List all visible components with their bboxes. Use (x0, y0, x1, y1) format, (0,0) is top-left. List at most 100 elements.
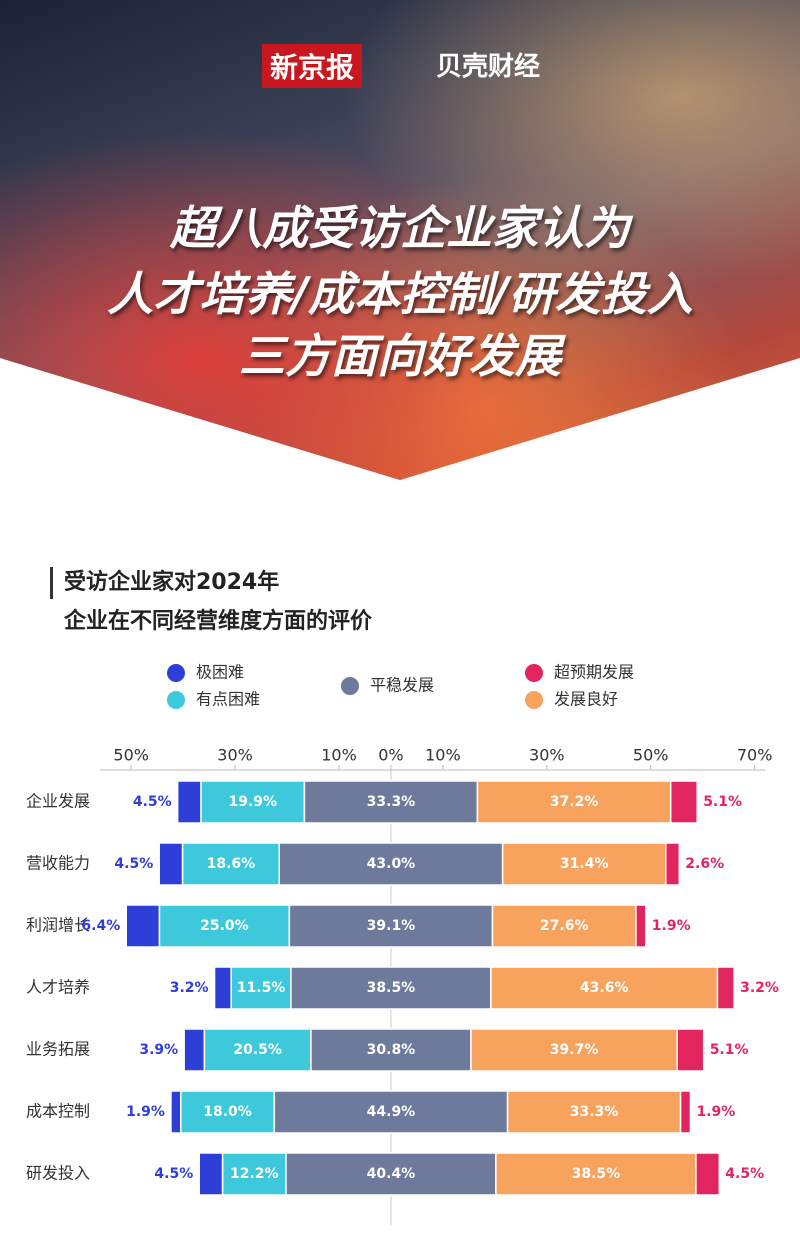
bar-segment (506, 1090, 682, 1134)
x-tick-label: 10% (425, 746, 461, 765)
bar-segment (273, 1090, 509, 1134)
data-label: 43.6% (580, 980, 629, 996)
category-label: 研发投入 (26, 1164, 90, 1183)
category-label: 企业发展 (26, 792, 90, 811)
data-label: 38.5% (572, 1166, 621, 1182)
data-label: 4.5% (154, 1166, 193, 1182)
bar-segment (676, 1028, 705, 1072)
category-label: 业务拓展 (26, 1040, 90, 1059)
data-label: 4.5% (725, 1166, 764, 1182)
bar-segment (470, 1028, 678, 1072)
bar-segment (176, 780, 202, 824)
data-label: 37.2% (550, 794, 599, 810)
category-label: 人才培养 (26, 978, 90, 997)
bar-segment (198, 1152, 224, 1196)
data-label: 44.9% (367, 1104, 416, 1120)
category-label: 成本控制 (26, 1102, 90, 1121)
data-label: 31.4% (560, 856, 609, 872)
data-label: 25.0% (200, 918, 249, 934)
headline: 三方面向好发展 (239, 329, 561, 383)
legend-marker (167, 664, 185, 682)
data-label: 5.1% (703, 794, 742, 810)
data-label: 1.9% (126, 1104, 165, 1120)
bar-segment (490, 966, 719, 1010)
data-label: 33.3% (367, 794, 416, 810)
data-label: 33.3% (570, 1104, 619, 1120)
legend-label: 有点困难 (196, 690, 260, 709)
bar-segment (491, 904, 637, 948)
chart-title: 受访企业家对2024年 (64, 569, 279, 595)
title-accent (50, 567, 53, 599)
x-tick-label: 0% (378, 746, 403, 765)
legend-label: 发展良好 (554, 690, 618, 709)
data-label: 1.9% (652, 918, 691, 934)
data-label: 18.6% (207, 856, 256, 872)
x-tick-label: 50% (113, 746, 149, 765)
bar-segment (310, 1028, 472, 1072)
data-label: 3.2% (170, 980, 209, 996)
bar-segment (158, 904, 291, 948)
x-tick-label: 50% (633, 746, 669, 765)
chart-title: 企业在不同经营维度方面的评价 (63, 608, 373, 634)
bar-segment (170, 1090, 182, 1134)
bar-segment (230, 966, 292, 1010)
bar-segment (200, 780, 306, 824)
logo: 贝壳财经 (436, 52, 541, 82)
logo: 新京报 (262, 44, 363, 88)
data-label: 12.2% (230, 1166, 279, 1182)
bar-segment (716, 966, 735, 1010)
data-label: 2.6% (685, 856, 724, 872)
bar-segment (669, 780, 698, 824)
category-label: 营收能力 (26, 854, 90, 873)
bar-segment (221, 1152, 287, 1196)
data-label: 20.5% (233, 1042, 282, 1058)
data-label: 43.0% (367, 856, 416, 872)
bar-segment (125, 904, 161, 948)
data-label: 30.8% (367, 1042, 416, 1058)
data-label: 5.1% (710, 1042, 749, 1058)
bar-segment (180, 1090, 276, 1134)
bar-segment (285, 1152, 497, 1196)
legend-marker (525, 664, 543, 682)
bar-segment (695, 1152, 721, 1196)
legend-label: 极困难 (196, 663, 244, 682)
x-tick-label: 70% (737, 746, 773, 765)
bar-segment (278, 842, 504, 886)
data-label: 27.6% (540, 918, 589, 934)
headline: 超八成受访企业家认为 (170, 201, 630, 255)
bar-segment (158, 842, 184, 886)
bar-segment (476, 780, 672, 824)
data-label: 3.9% (139, 1042, 178, 1058)
bar-segment (679, 1090, 692, 1134)
headline: 人才培养/成本控制/研发投入 (107, 267, 693, 321)
data-label: 18.0% (203, 1104, 252, 1120)
bar-segment (290, 966, 492, 1010)
data-label: 39.7% (550, 1042, 599, 1058)
x-tick-label: 30% (217, 746, 253, 765)
data-label: 3.2% (740, 980, 779, 996)
data-label: 4.5% (133, 794, 172, 810)
legend-marker (341, 677, 359, 695)
data-label: 19.9% (228, 794, 277, 810)
x-tick-label: 30% (529, 746, 565, 765)
x-tick-label: 10% (321, 746, 357, 765)
legend-marker (167, 691, 185, 709)
legend-marker (525, 691, 543, 709)
legend-label: 超预期发展 (554, 663, 634, 682)
data-label: 38.5% (367, 980, 416, 996)
bar-segment (203, 1028, 312, 1072)
legend-label: 平稳发展 (370, 676, 434, 695)
bar-segment (183, 1028, 206, 1072)
bar-segment (665, 842, 681, 886)
data-label: 40.4% (367, 1166, 416, 1182)
data-label: 11.5% (237, 980, 286, 996)
bar-segment (495, 1152, 697, 1196)
bar-segment (213, 966, 232, 1010)
bar-segment (635, 904, 647, 948)
category-label: 利润增长 (26, 916, 90, 935)
data-label: 39.1% (367, 918, 416, 934)
data-label: 6.4% (81, 918, 120, 934)
data-label: 4.5% (114, 856, 153, 872)
